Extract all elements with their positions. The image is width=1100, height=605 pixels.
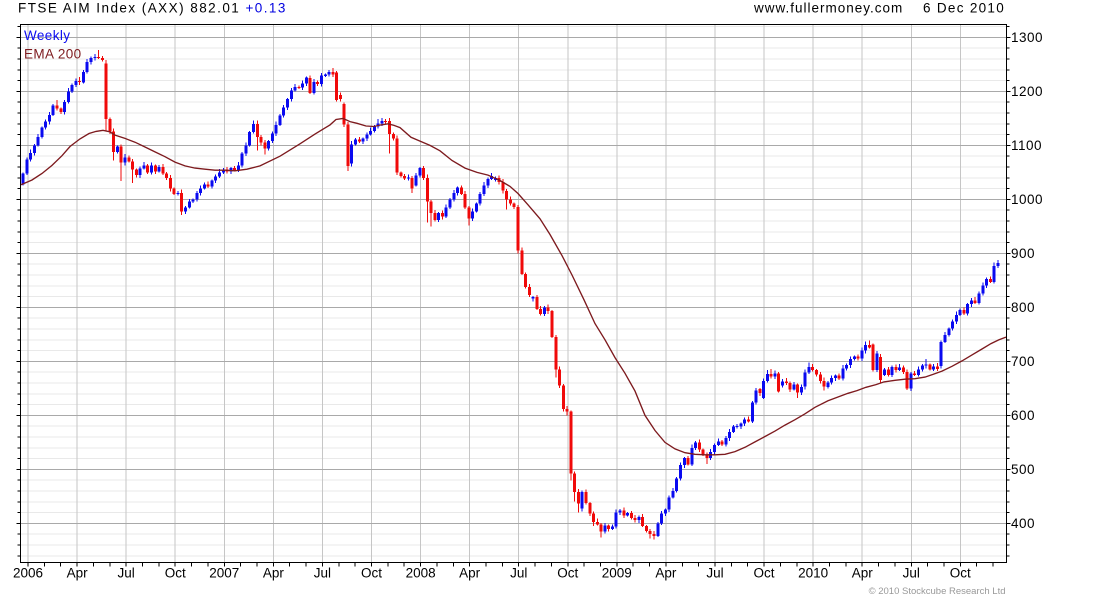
svg-text:Apr: Apr xyxy=(655,566,677,581)
svg-text:Weekly: Weekly xyxy=(24,28,70,43)
svg-text:EMA 200: EMA 200 xyxy=(24,47,82,62)
svg-text:2007: 2007 xyxy=(209,566,239,581)
svg-text:Jul: Jul xyxy=(314,566,331,581)
svg-text:Jul: Jul xyxy=(117,566,134,581)
svg-text:900: 900 xyxy=(1011,246,1035,261)
svg-text:Oct: Oct xyxy=(557,566,578,581)
svg-text:1300: 1300 xyxy=(1011,30,1043,45)
svg-text:2010: 2010 xyxy=(798,566,828,581)
svg-text:2009: 2009 xyxy=(602,566,632,581)
svg-text:Apr: Apr xyxy=(852,566,874,581)
svg-text:500: 500 xyxy=(1011,462,1035,477)
svg-text:Oct: Oct xyxy=(753,566,774,581)
svg-text:1000: 1000 xyxy=(1011,192,1043,207)
svg-text:Jul: Jul xyxy=(903,566,920,581)
svg-text:6 Dec 2010: 6 Dec 2010 xyxy=(923,1,1005,16)
svg-text:2006: 2006 xyxy=(13,566,43,581)
svg-text:© 2010 Stockcube Research Ltd: © 2010 Stockcube Research Ltd xyxy=(869,586,1006,597)
svg-text:1200: 1200 xyxy=(1011,84,1043,99)
svg-text:Apr: Apr xyxy=(459,566,481,581)
svg-text:600: 600 xyxy=(1011,408,1035,423)
svg-text:Jul: Jul xyxy=(706,566,723,581)
svg-text:Oct: Oct xyxy=(165,566,186,581)
svg-text:Apr: Apr xyxy=(263,566,285,581)
svg-text:Oct: Oct xyxy=(950,566,971,581)
svg-text:2008: 2008 xyxy=(406,566,436,581)
svg-text:800: 800 xyxy=(1011,300,1035,315)
svg-text:400: 400 xyxy=(1011,516,1035,531)
svg-text:Oct: Oct xyxy=(361,566,382,581)
svg-text:www.fullermoney.com: www.fullermoney.com xyxy=(753,1,903,16)
svg-text:700: 700 xyxy=(1011,354,1035,369)
svg-text:1100: 1100 xyxy=(1011,138,1042,153)
svg-text:Apr: Apr xyxy=(67,566,89,581)
svg-text:Jul: Jul xyxy=(510,566,527,581)
svg-text:FTSE AIM Index (AXX) 882.01 +0: FTSE AIM Index (AXX) 882.01 +0.13 xyxy=(18,1,287,16)
